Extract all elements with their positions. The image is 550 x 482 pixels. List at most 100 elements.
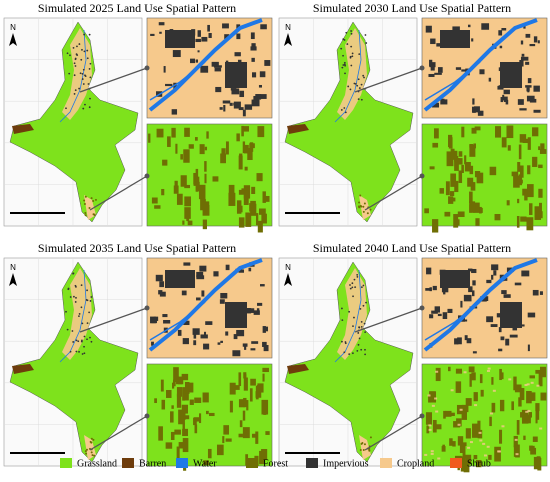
inset-river-branch — [424, 301, 481, 341]
forest-patch — [538, 164, 543, 169]
forest-patch — [448, 366, 451, 372]
impervious-block — [158, 22, 165, 26]
impervious-dot — [74, 58, 77, 61]
forest-patch — [527, 137, 531, 150]
impervious-block — [430, 38, 436, 45]
forest-patch — [519, 388, 525, 401]
forest-patch — [261, 213, 267, 224]
forest-patch — [238, 433, 243, 438]
forest-patch — [488, 454, 492, 460]
forest-patch — [532, 127, 539, 137]
impervious-block — [491, 274, 494, 280]
forest-patch — [202, 392, 209, 403]
panel: Simulated 2030 Land Use Spatial Pattern N — [278, 1, 548, 233]
forest-patch — [184, 127, 190, 137]
forest-patch — [473, 454, 478, 460]
river — [59, 29, 87, 123]
impervious-dot — [80, 306, 83, 309]
forest-patch — [468, 366, 475, 373]
forest-patch — [193, 417, 200, 422]
forest-patch — [532, 156, 538, 167]
impervious-block — [486, 316, 494, 323]
impervious-dot — [354, 83, 357, 85]
impervious-block — [520, 324, 525, 327]
impervious-dot — [89, 97, 91, 100]
forest-patch — [535, 403, 540, 412]
impervious-dot — [351, 52, 354, 55]
impervious-dot — [88, 311, 91, 314]
impervious-block — [177, 329, 182, 336]
forest-patch — [474, 171, 481, 178]
impervious-block — [537, 40, 540, 44]
forest-dot — [83, 199, 86, 202]
impervious-block — [467, 24, 471, 28]
impervious-block — [215, 86, 222, 93]
impervious-block — [501, 290, 507, 295]
forest-dot — [359, 449, 362, 452]
impervious-block — [200, 334, 208, 339]
forest-patch — [516, 420, 520, 435]
forest-patch — [479, 207, 483, 213]
forest-patch — [193, 172, 197, 185]
impervious-dot — [74, 65, 77, 67]
forest-patch — [238, 217, 245, 228]
forest-patch — [243, 190, 249, 205]
forest-patch — [501, 137, 507, 148]
forest-patch — [513, 435, 518, 448]
forest-patch — [202, 204, 210, 216]
impervious-block — [162, 314, 168, 318]
forest-patch — [176, 193, 183, 205]
forest-dot — [85, 448, 88, 451]
forest-patch — [453, 214, 459, 228]
impervious-dot — [341, 66, 344, 69]
inset-mountain — [421, 363, 548, 473]
cropland-patch — [435, 410, 439, 413]
impervious-block — [431, 102, 440, 108]
impervious-dot — [80, 284, 83, 287]
forest-patch — [433, 128, 439, 139]
forest-patch — [511, 171, 519, 177]
impervious-block — [533, 36, 538, 43]
impervious-dot — [340, 47, 343, 50]
forest-dot — [366, 212, 369, 215]
forest-patch — [454, 158, 459, 171]
forest-patch — [529, 375, 535, 379]
impervious-dot — [87, 83, 90, 85]
forest-patch — [489, 166, 497, 176]
impervious-block — [195, 59, 199, 63]
forest-patch — [255, 431, 259, 444]
legend-swatch — [246, 458, 258, 468]
forest-patch — [239, 153, 243, 164]
city-core — [500, 62, 522, 88]
impervious-dot — [349, 56, 352, 59]
impervious-block — [203, 343, 210, 350]
cropland-patch — [457, 423, 461, 426]
forest-patch — [535, 369, 541, 374]
forest-patch — [474, 126, 481, 131]
forest-patch — [239, 420, 243, 428]
impervious-dot — [356, 273, 359, 276]
forest-patch — [166, 389, 172, 398]
impervious-block — [222, 23, 229, 29]
forest-patch — [535, 211, 543, 219]
inset-river — [423, 18, 538, 112]
forest-patch — [185, 152, 188, 161]
impervious-block — [452, 26, 460, 33]
cropland-patch — [428, 428, 432, 431]
forest-patch — [161, 399, 166, 410]
impervious-dot — [75, 296, 77, 299]
impervious-dot — [71, 330, 74, 332]
impervious-block — [425, 288, 430, 291]
impervious-dot — [358, 53, 361, 56]
forest-patch — [246, 400, 249, 411]
forest-patch — [449, 438, 453, 446]
legend-label: Cropland — [397, 458, 434, 469]
cropland-patch — [486, 369, 490, 372]
legend-swatch — [176, 458, 188, 468]
forest-patch — [257, 220, 263, 233]
forest-patch — [220, 153, 227, 164]
forest-patch — [171, 382, 175, 389]
impervious-dot — [349, 287, 352, 290]
forest-patch — [184, 207, 191, 219]
impervious-block — [219, 107, 223, 110]
